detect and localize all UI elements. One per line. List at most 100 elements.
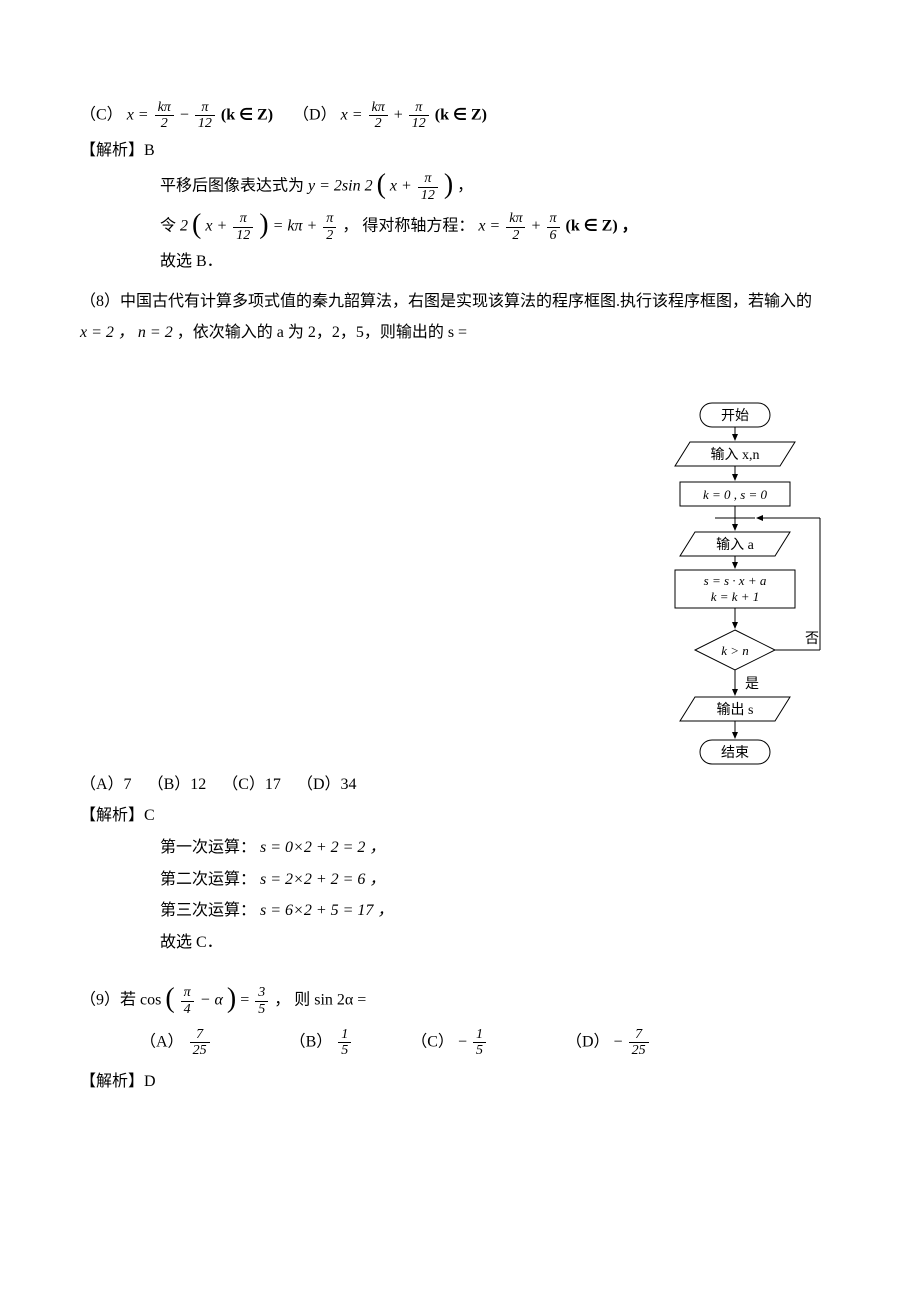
q7-step1-post: ， (457, 178, 473, 195)
q8-step3: 第三次运算： s = 6×2 + 5 = 17 ， (160, 898, 840, 924)
frac-num: kπ (155, 100, 174, 116)
q9-optC-label: （C） (411, 1034, 454, 1051)
frac-num: 1 (473, 1027, 486, 1043)
q7-step3: 故选 B． (160, 249, 840, 275)
frac-den: 5 (255, 1002, 268, 1017)
q7-optC-frac2: π 12 (195, 100, 215, 132)
q9-optD-frac: 7 25 (629, 1027, 649, 1059)
frac-num: 7 (629, 1027, 649, 1043)
q8-optB: （B）12 (148, 772, 207, 798)
frac-num: 1 (338, 1027, 351, 1043)
q8-optC: （C）17 (222, 772, 281, 798)
q8-x2: x = 2 (80, 324, 114, 341)
q8-step3-expr: s = 6×2 + 5 = 17 ， (260, 902, 393, 919)
q9-inner-op: − α (200, 992, 223, 1009)
q7-options-CD: （C） x = kπ 2 − π 12 (k ∈ Z) （D） x = kπ 2… (80, 100, 840, 132)
q8-stem-l1: （8）中国古代有计算多项式值的秦九韶算法，右图是实现该算法的程序框图.执行该程序… (80, 289, 840, 315)
frac-den: 12 (195, 116, 215, 131)
flow-no: 否 (805, 632, 819, 647)
frac-num: π (418, 171, 438, 187)
frac-den: 12 (418, 188, 438, 203)
q7-step2-res-pre: x = (478, 218, 500, 235)
q7-optD-cond: (k ∈ Z) (435, 107, 487, 124)
frac-num: π (547, 211, 560, 227)
frac-den: 25 (629, 1043, 649, 1058)
q7-optC-frac1: kπ 2 (155, 100, 174, 132)
q8-step2-pre: 第二次运算： (160, 871, 256, 888)
frac-num: 3 (255, 985, 268, 1001)
q9-options: （A） 7 25 （B） 1 5 （C） − 1 5 （D） − 7 25 (140, 1027, 840, 1059)
q9-optA-frac: 7 25 (190, 1027, 210, 1059)
frac-den: 25 (190, 1043, 210, 1058)
frac-den: 12 (233, 228, 253, 243)
q7-step2-frac1: π 12 (233, 211, 253, 243)
flow-input-xn: 输入 x,n (711, 447, 760, 463)
q9-stem: （9）若 cos ( π 4 − α ) = 3 5 ， 则 sin 2α = (80, 985, 840, 1017)
q7-step2-text: ， 得对称轴方程： (342, 218, 474, 235)
flow-cond: k > n (721, 643, 749, 658)
q7-step1-inner: x + (390, 178, 412, 195)
q9-inner-frac: π 4 (181, 985, 194, 1017)
flow-start: 开始 (721, 408, 749, 424)
q7-step2: 令 2 ( x + π 12 ) = kπ + π 2 ， 得对称轴方程： x … (160, 211, 840, 243)
q9-eq: = (240, 992, 249, 1009)
frac-num: π (233, 211, 253, 227)
flow-calc1: s = s · x + a (704, 573, 767, 588)
q7-step2-pre: 令 (160, 218, 176, 235)
q9-optC-neg: − (458, 1034, 467, 1051)
q8-step1: 第一次运算： s = 0×2 + 2 = 2 ， (160, 835, 840, 861)
q7-step2-res-op: + (531, 218, 540, 235)
q7-step2-res-frac1: kπ 2 (506, 211, 525, 243)
q8-stem-l2: x = 2 ， n = 2 ，依次输入的 a 为 2，2，5，则输出的 s = (80, 320, 840, 346)
q7-optC-cond: (k ∈ Z) (221, 107, 273, 124)
q7-optC-label: （C） (80, 107, 123, 124)
flow-calc2: k = k + 1 (711, 589, 760, 604)
q8-stem-rest: ，依次输入的 a 为 2，2，5，则输出的 s = (177, 324, 467, 341)
frac-den: 5 (473, 1043, 486, 1058)
frac-den: 4 (181, 1002, 194, 1017)
flow-yes: 是 (745, 677, 759, 692)
q7-step2-frac2: π 2 (323, 211, 336, 243)
flow-init: k = 0 , s = 0 (703, 487, 768, 502)
frac-num: kπ (506, 211, 525, 227)
q7-step2-mid: = kπ + (273, 218, 318, 235)
frac-num: 7 (190, 1027, 210, 1043)
q9-rhs-frac: 3 5 (255, 985, 268, 1017)
q8-n2: ， n = 2 (118, 324, 173, 341)
q9-stem-post: ， 则 sin 2α = (274, 992, 366, 1009)
q7-step1-y: y = 2sin 2 (308, 178, 373, 195)
q7-optD-frac1: kπ 2 (369, 100, 388, 132)
q7-step1-frac: π 12 (418, 171, 438, 203)
q7-step2-2: 2 (180, 218, 188, 235)
q7-step2-res-frac2: π 6 (547, 211, 560, 243)
q7-step2-cond: (k ∈ Z) ， (566, 218, 638, 235)
flowchart-svg: 开始 输入 x,n k = 0 , s = 0 输入 a s = s · x +… (645, 400, 845, 820)
q8-step1-pre: 第一次运算： (160, 839, 256, 856)
frac-den: 6 (547, 228, 560, 243)
q9-optB-label: （B） (290, 1034, 333, 1051)
q9-optB-frac: 1 5 (338, 1027, 351, 1059)
flow-input-a: 输入 a (716, 537, 754, 553)
frac-num: π (409, 100, 429, 116)
q7-optC-var: x = (127, 107, 149, 124)
frac-num: π (323, 211, 336, 227)
q8-step4: 故选 C． (160, 930, 840, 956)
q9-answer: 【解析】D (80, 1069, 840, 1095)
q9-stem-pre: （9）若 (80, 992, 136, 1009)
q7-optD-op: + (394, 107, 403, 124)
flowchart: 开始 输入 x,n k = 0 , s = 0 输入 a s = s · x +… (645, 400, 845, 829)
q7-optD-var: x = (341, 107, 363, 124)
frac-den: 2 (155, 116, 174, 131)
q9-optD-neg: − (614, 1034, 623, 1051)
frac-den: 2 (369, 116, 388, 131)
frac-den: 2 (323, 228, 336, 243)
q9-optD-label: （D） (566, 1034, 610, 1051)
q9-optA-label: （A） (140, 1034, 184, 1051)
q8-step2-expr: s = 2×2 + 2 = 6 ， (260, 871, 385, 888)
frac-num: π (181, 985, 194, 1001)
q7-step2-inner: x + (205, 218, 227, 235)
q9-cos: cos (140, 992, 161, 1009)
q7-optD-frac2: π 12 (409, 100, 429, 132)
q7-answer: 【解析】B (80, 138, 840, 164)
q7-step1: 平移后图像表达式为 y = 2sin 2 ( x + π 12 ) ， (160, 171, 840, 203)
